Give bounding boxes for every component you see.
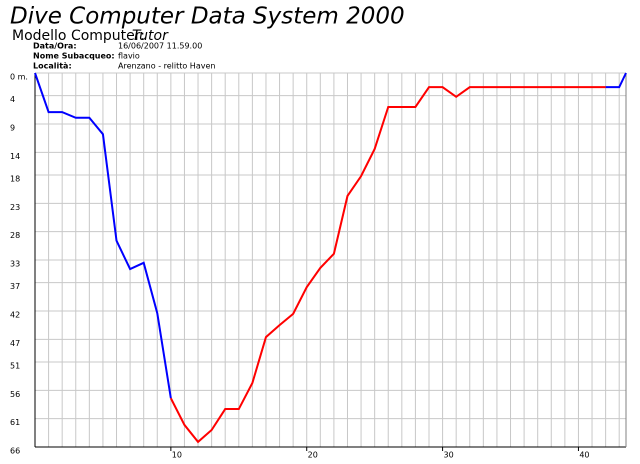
y-tick-label: 23	[10, 203, 20, 212]
x-tick-label: 10	[172, 451, 182, 460]
y-tick-label: 66	[10, 447, 20, 456]
y-tick-label: 4	[10, 95, 15, 104]
y-tick-label: 42	[10, 311, 20, 320]
y-tick-label: 9	[10, 124, 15, 133]
depth-line	[34, 72, 627, 399]
x-tick-label: 20	[308, 451, 318, 460]
y-tick-label: 14	[10, 152, 20, 161]
title: Dive Computer Data System 2000	[10, 4, 405, 30]
y-tick-label: 28	[10, 231, 20, 240]
info-label: Data/Ora:	[33, 42, 77, 51]
y-tick-label: 37	[10, 282, 20, 291]
info-label: Località:	[33, 62, 72, 71]
y-tick-label: 18	[10, 175, 20, 184]
y-tick-label: 56	[10, 390, 20, 399]
y-tick-label: 51	[10, 362, 20, 371]
info-value: Arenzano - relitto Haven	[118, 62, 215, 71]
x-tick-label: 40	[579, 451, 589, 460]
info-label: Nome Subacqueo:	[33, 52, 115, 61]
y-tick-label: 61	[10, 418, 20, 427]
y-tick-label: 47	[10, 339, 20, 348]
depth-line	[169, 86, 606, 444]
model-label: Modello Computer:	[12, 28, 145, 44]
y-tick-label: 0 m.	[10, 73, 28, 82]
y-tick-label: 33	[10, 260, 20, 269]
info-value: 16/06/2007 11.59.00	[118, 42, 202, 51]
x-tick-label: 30	[443, 451, 453, 460]
model: Tutor	[132, 28, 169, 44]
info-value: flavio	[118, 52, 140, 61]
